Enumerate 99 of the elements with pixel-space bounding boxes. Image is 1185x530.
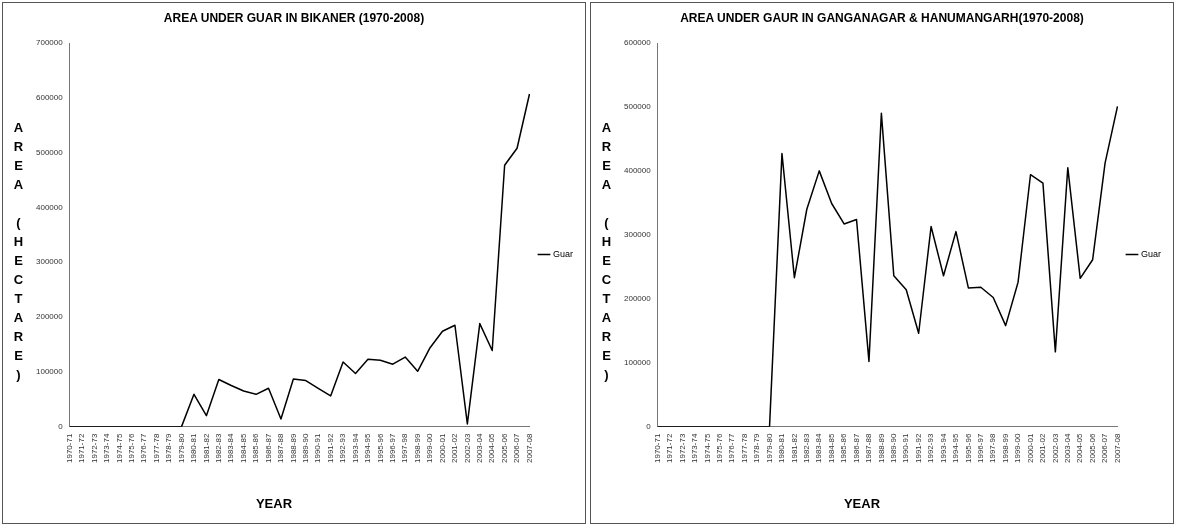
x-tick-label: 1983-84 [226,433,236,463]
y-tick-label: 500000 [35,147,64,157]
x-tick-label: 1982-83 [214,433,224,463]
x-tick-label: 1999-00 [425,433,435,463]
x-tick-label: 1971-72 [665,433,675,463]
x-tick-label: 1998-99 [412,433,422,463]
x-tick-label: 2006-07 [512,433,522,463]
x-tick-label: 1974-75 [702,433,712,463]
y-tick-label: 400000 [35,202,64,212]
chart-title: AREA UNDER GAUR IN GANGANAGAR & HANUMANGARH(1970-2008) [679,11,1085,25]
y-tick-label: 600000 [623,38,652,48]
y-tick-label: 200000 [623,293,652,303]
x-tick-label: 1990-91 [313,433,323,463]
x-tick-label: 1998-99 [1000,433,1010,463]
x-tick-label: 1995-96 [963,433,973,463]
x-tick-label: 1988-89 [876,433,886,463]
x-tick-label: 1992-93 [338,433,348,463]
y-tick-label: 300000 [35,257,64,267]
x-tick-label: 2004-05 [1075,433,1085,463]
x-tick-label: 1994-95 [951,433,961,463]
x-tick-label: 2002-03 [1050,433,1060,463]
x-tick-label: 2006-07 [1100,433,1110,463]
x-tick-label: 1978-79 [752,433,762,463]
x-tick-label: 1996-97 [388,433,397,463]
x-tick-label: 1991-92 [325,433,335,463]
legend-label: Guar [1140,248,1162,259]
x-tick-label: 1973-74 [690,433,700,463]
x-tick-label: 1975-76 [715,433,725,463]
x-tick-label: 2003-04 [1062,433,1072,463]
x-tick-label: 1972-73 [89,433,99,463]
y-tick-label: 400000 [623,166,652,176]
x-tick-label: 1972-73 [677,433,687,463]
x-tick-label: 1970-71 [64,433,74,463]
x-tick-label: 1995-96 [375,433,385,463]
x-tick-label: 1987-88 [276,433,286,463]
chart-title: AREA UNDER GUAR IN BIKANER (1970-2008) [162,11,426,25]
x-tick-label: 1996-97 [976,433,985,463]
x-tick-label: 2002-03 [462,433,472,463]
x-tick-label: 2000-01 [437,433,447,463]
x-axis-title: YEAR [254,496,294,511]
x-tick-label: 2003-04 [474,433,484,463]
y-tick-label: 600000 [35,93,64,103]
x-tick-label: 2007-08 [524,433,534,463]
x-tick-label: 1980-81 [777,433,787,463]
x-tick-label: 1986-87 [851,433,861,463]
x-tick-label: 1970-71 [652,433,662,463]
x-tick-label: 1999-00 [1013,433,1023,463]
x-tick-label: 1988-89 [288,433,298,463]
x-tick-label: 1992-93 [926,433,936,463]
y-tick-label: 0 [646,421,652,431]
x-tick-label: 1978-79 [164,433,174,463]
x-tick-label: 1976-77 [139,433,149,463]
x-tick-label: 1979-80 [176,433,186,463]
x-tick-label: 1989-90 [301,433,311,463]
x-tick-label: 1986-87 [263,433,273,463]
x-axis-title: YEAR [842,496,882,511]
y-tick-label: 100000 [35,367,64,377]
x-tick-label: 1984-85 [826,433,836,463]
x-tick-label: 1973-74 [102,433,112,463]
x-tick-label: 1984-85 [238,433,248,463]
x-tick-label: 1997-98 [988,433,998,463]
x-tick-label: 1985-86 [839,433,849,463]
x-tick-label: 2005-06 [499,433,509,463]
x-tick-label: 1981-82 [789,433,799,463]
x-tick-label: 1997-98 [400,433,410,463]
x-tick-label: 1977-78 [151,433,161,463]
y-tick-label: 0 [58,421,64,431]
x-tick-label: 1983-84 [814,433,824,463]
x-tick-label: 2004-05 [487,433,497,463]
x-tick-label: 2001-02 [450,433,460,463]
x-tick-label: 1982-83 [802,433,812,463]
x-tick-label: 1993-94 [350,433,360,463]
x-tick-label: 1990-91 [901,433,911,463]
x-tick-label: 1981-82 [201,433,211,463]
y-tick-label: 100000 [623,357,652,367]
x-tick-label: 1985-86 [251,433,261,463]
x-tick-label: 1989-90 [889,433,899,463]
x-tick-label: 2001-02 [1038,433,1048,463]
x-tick-label: 1976-77 [727,433,737,463]
x-tick-label: 1991-92 [913,433,923,463]
y-tick-label: 200000 [35,312,64,322]
x-tick-label: 1975-76 [127,433,137,463]
x-tick-label: 2007-08 [1112,433,1122,463]
y-axis-title: AREA (HECTARE) [11,119,26,388]
x-tick-label: 2000-01 [1025,433,1035,463]
x-tick-label: 1971-72 [77,433,87,463]
y-tick-label: 700000 [35,38,64,48]
x-tick-label: 1979-80 [764,433,774,463]
y-tick-label: 500000 [623,102,652,112]
x-tick-label: 2005-06 [1087,433,1097,463]
x-tick-label: 1994-95 [363,433,373,463]
x-tick-label: 1974-75 [114,433,124,463]
y-axis-title: AREA (HECTARE) [599,119,614,388]
y-tick-label: 300000 [623,230,652,240]
x-tick-label: 1993-94 [938,433,948,463]
x-tick-label: 1977-78 [739,433,749,463]
x-tick-label: 1987-88 [864,433,874,463]
legend-label: Guar [552,248,574,259]
x-tick-label: 1980-81 [189,433,199,463]
